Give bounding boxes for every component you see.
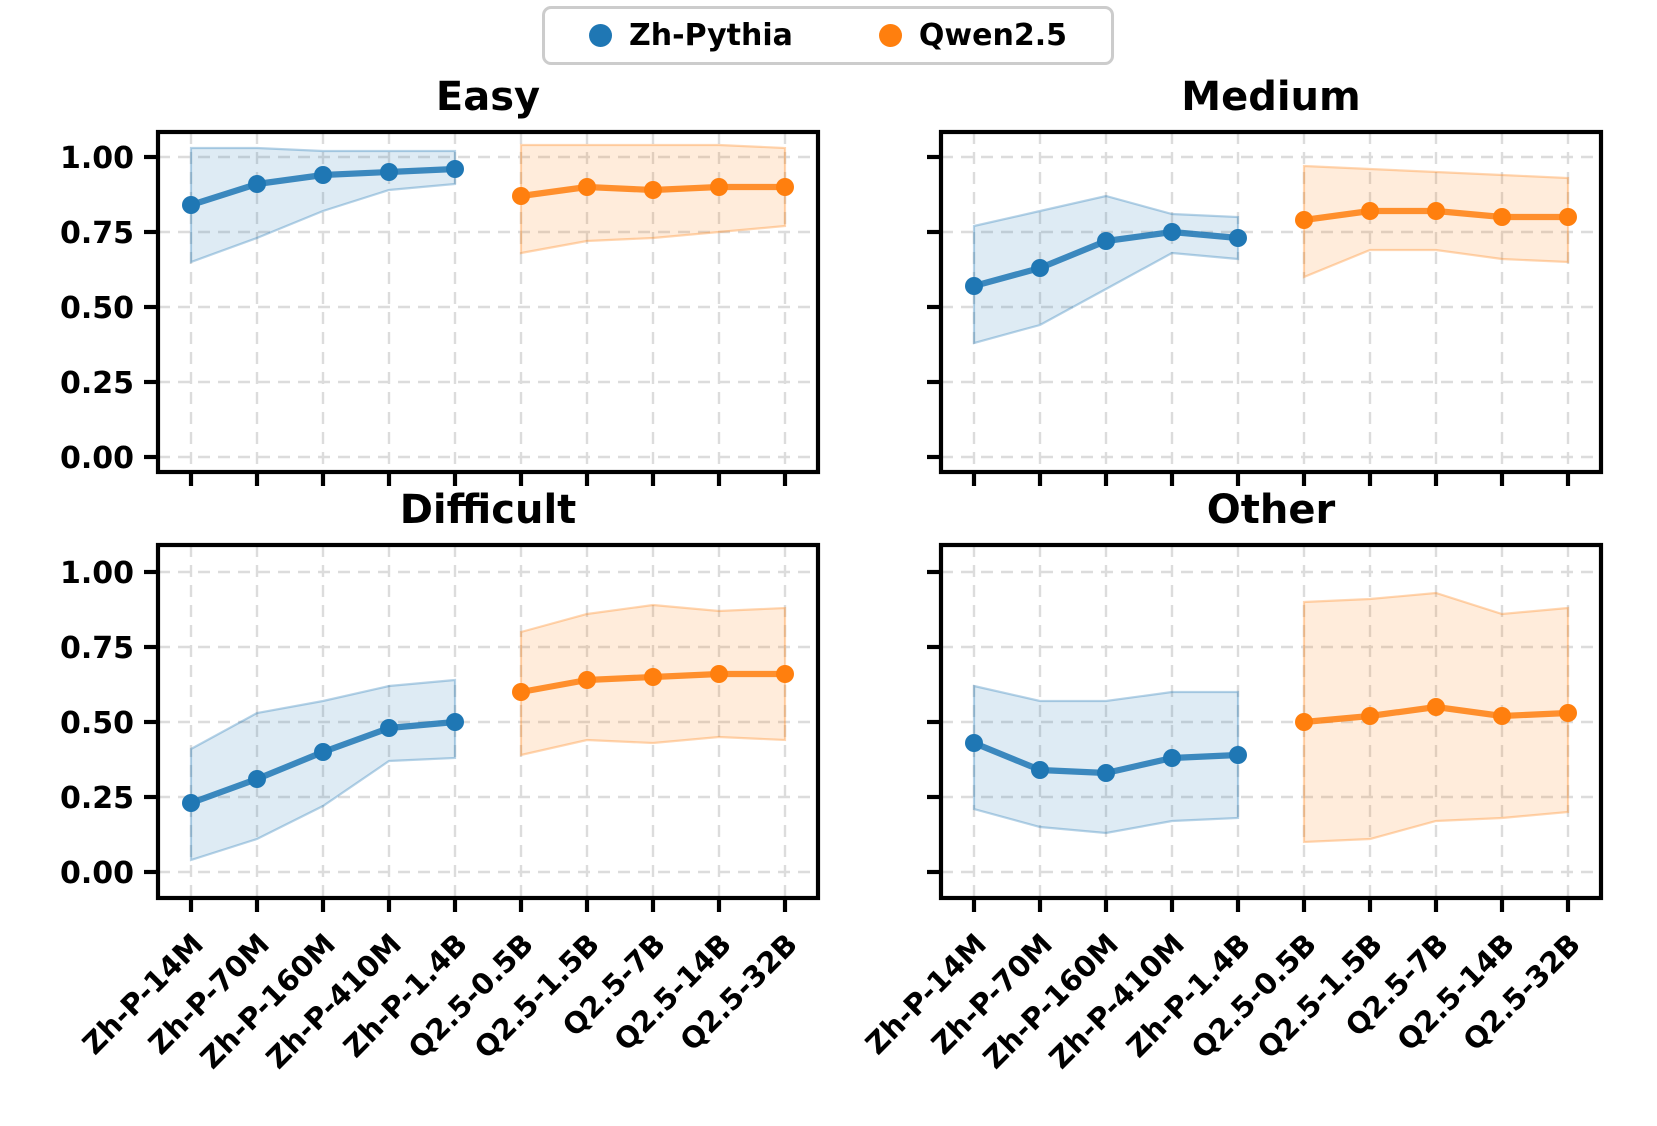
x-tick-labels: Zh-P-14MZh-P-70MZh-P-160MZh-P-410MZh-P-1… [76,927,804,1075]
subplot-other: Zh-P-14MZh-P-70MZh-P-160MZh-P-410MZh-P-1… [859,542,1604,1075]
legend-item-zh-pythia: Zh-Pythia [589,18,793,53]
y-tick-label: 1.00 [60,556,134,591]
data-point-marker [644,668,662,686]
y-tick-label: 0.00 [60,441,134,476]
data-point-marker [776,178,794,196]
legend-label-qwen25: Qwen2.5 [918,18,1067,53]
data-point-marker [446,160,464,178]
data-point-marker [1031,259,1049,277]
data-point-marker [710,178,728,196]
data-point-marker [1361,707,1379,725]
data-point-marker [314,166,332,184]
x-tick-labels: Zh-P-14MZh-P-70MZh-P-160MZh-P-410MZh-P-1… [859,927,1587,1075]
data-point-marker [1427,202,1445,220]
y-tick-label: 0.25 [60,366,134,401]
data-point-marker [776,665,794,683]
confidence-band-zh-pythia [189,146,457,264]
confidence-band-qwen2-5 [1302,591,1570,844]
data-point-marker [644,181,662,199]
confidence-band-zh-pythia [972,684,1240,835]
series-markers-qwen2-5 [1295,698,1577,731]
data-point-marker [1031,761,1049,779]
series-markers-zh-pythia [182,713,464,812]
y-tick-label: 0.50 [60,291,134,326]
series-markers-zh-pythia [182,160,464,214]
axis-ticks [927,154,1571,486]
subplot-title-other: Other [1206,487,1336,533]
legend-item-qwen25: Qwen2.5 [878,18,1067,53]
data-point-marker [1559,208,1577,226]
data-point-marker [248,770,266,788]
subplot-title-easy: Easy [435,74,541,120]
gridlines [941,545,1601,898]
data-point-marker [578,671,596,689]
gridlines [941,132,1601,472]
qwen25-marker-icon [878,24,902,47]
data-point-marker [182,196,200,214]
series-markers-qwen2-5 [1295,202,1577,229]
data-point-marker [380,163,398,181]
data-point-marker [512,683,530,701]
gridlines [158,545,818,898]
data-point-marker [1229,746,1247,764]
data-point-marker [314,743,332,761]
subplot-title-medium: Medium [1181,74,1361,120]
data-point-marker [1229,229,1247,247]
axis-ticks [144,569,788,912]
zh-pythia-marker-icon [589,24,613,47]
series-markers-zh-pythia [965,223,1247,295]
data-point-marker [1559,704,1577,722]
data-point-marker [965,277,983,295]
data-point-marker [1163,749,1181,767]
legend-label-zh-pythia: Zh-Pythia [629,18,793,53]
data-point-marker [1493,208,1511,226]
data-point-marker [965,734,983,752]
y-tick-label: 1.00 [60,141,134,176]
series-markers-zh-pythia [965,734,1247,782]
data-point-marker [182,794,200,812]
subplot-medium [927,129,1604,486]
y-tick-label: 0.25 [60,781,134,816]
data-point-marker [1097,232,1115,250]
axes-spines [155,129,821,475]
data-point-marker [578,178,596,196]
data-point-marker [710,665,728,683]
y-tick-labels: 0.00 0.25 0.50 0.75 1.00 [60,141,134,476]
data-point-marker [248,175,266,193]
series-markers-qwen2-5 [512,665,794,701]
data-point-marker [380,719,398,737]
data-point-marker [1493,707,1511,725]
gridlines [158,132,818,472]
data-point-marker [1163,223,1181,241]
subplot-title-difficult: Difficult [399,487,577,533]
y-tick-labels: 0.00 0.25 0.50 0.75 1.00 [60,556,134,891]
axes-spines [938,129,1604,475]
subplot-easy: 0.00 0.25 0.50 0.75 1.00 [60,129,821,486]
y-tick-label: 0.00 [60,856,134,891]
subplot-difficult: 0.00 0.25 0.50 0.75 1.00 Zh-P-14MZh-P-70MZh-P… [60,542,821,1075]
y-tick-label: 0.75 [60,631,134,666]
data-point-marker [512,187,530,205]
y-tick-label: 0.75 [60,216,134,251]
axis-ticks [927,569,1571,912]
data-point-marker [446,713,464,731]
data-point-marker [1295,211,1313,229]
y-tick-label: 0.50 [60,706,134,741]
series-markers-qwen2-5 [512,178,794,205]
data-point-marker [1361,202,1379,220]
legend: Zh-Pythia Qwen2.5 [542,6,1114,65]
data-point-marker [1097,764,1115,782]
data-point-marker [1295,713,1313,731]
confidence-band-qwen2-5 [1302,164,1570,279]
data-point-marker [1427,698,1445,716]
axis-ticks [144,154,788,486]
